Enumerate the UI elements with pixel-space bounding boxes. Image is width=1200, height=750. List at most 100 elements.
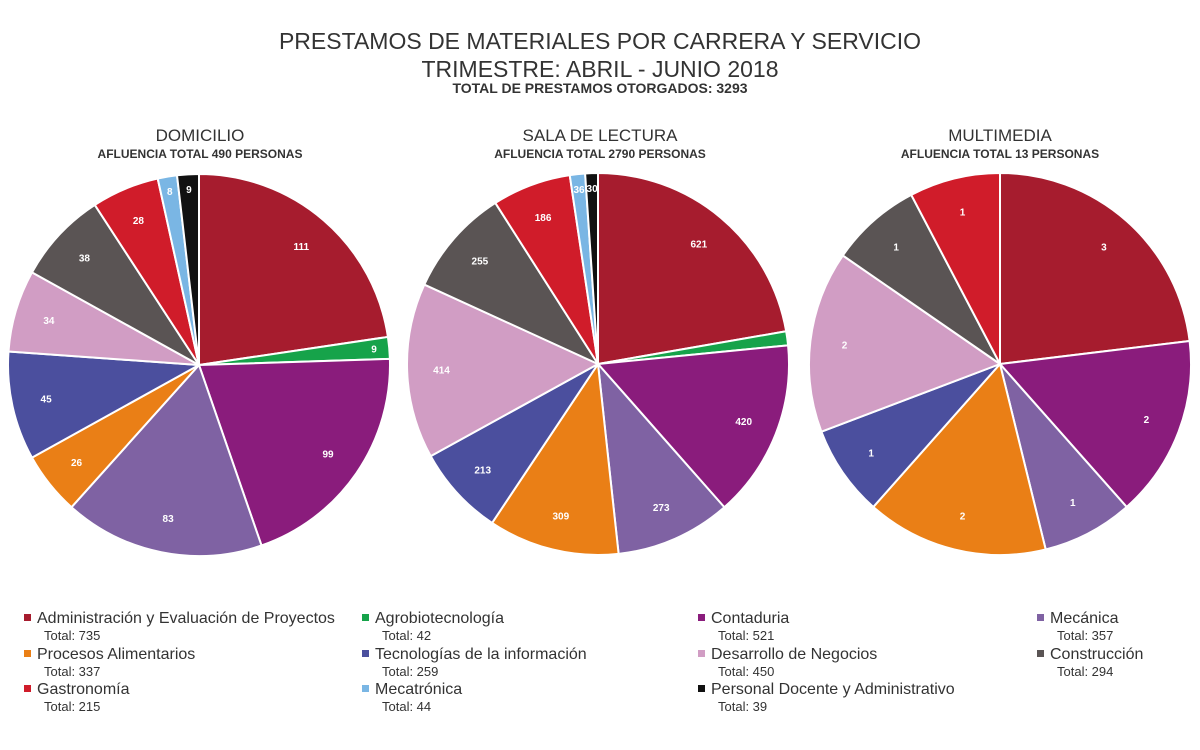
chart-main-title: PRESTAMOS DE MATERIALES POR CARRERA Y SE… bbox=[278, 28, 922, 54]
legend-total: Total: 337 bbox=[44, 664, 101, 679]
pie-slice-multimedia-contaduria bbox=[999, 339, 1192, 508]
legend-swatch bbox=[698, 614, 705, 621]
legend-item-contaduria: Contaduria Total: 521 bbox=[698, 610, 790, 643]
legend-label: Procesos Alimentarios bbox=[37, 646, 196, 663]
pie-title-multimedia: MULTIMEDIA bbox=[948, 126, 1052, 145]
pie-slice-multimedia-gastronomia bbox=[910, 172, 1001, 365]
pie-label-multimedia-administracion-y-evaluacion-de-proyectos: 3 bbox=[1101, 242, 1107, 253]
pie-label-sala-de-lectura-contaduria: 420 bbox=[735, 417, 752, 428]
legend-label: Construcción bbox=[1050, 646, 1144, 663]
legend-swatch bbox=[1037, 614, 1044, 621]
legend-item-agrobiotecnologia: Agrobiotecnología Total: 42 bbox=[362, 610, 504, 643]
legend-item-mecatronica: Mecatrónica Total: 44 bbox=[362, 681, 463, 714]
pie-label-domicilio-mecanica: 83 bbox=[163, 514, 175, 525]
pie-label-sala-de-lectura-personal-docente-y-administrativo: 30 bbox=[587, 184, 599, 195]
pie-label-domicilio-administracion-y-evaluacion-de-proyectos: 111 bbox=[294, 242, 310, 253]
legend-total: Total: 357 bbox=[1057, 628, 1114, 643]
pie-title-domicilio: DOMICILIO bbox=[155, 126, 245, 145]
pie-slice-sala-de-lectura-administracion-y-evaluacion-de-proyectos bbox=[597, 172, 788, 365]
pie-slice-multimedia-tecnologias-de-la-informacion bbox=[820, 363, 1001, 508]
pie-label-sala-de-lectura-procesos-alimentarios: 309 bbox=[552, 512, 569, 523]
pie-slice-sala-de-lectura-construccion bbox=[423, 201, 599, 365]
pie-label-domicilio-contaduria: 99 bbox=[322, 449, 334, 460]
pie-label-sala-de-lectura-administracion-y-evaluacion-de-proyectos: 621 bbox=[690, 240, 707, 251]
pie-label-multimedia-procesos-alimentarios: 2 bbox=[960, 512, 966, 523]
pie-label-domicilio-tecnologias-de-la-informacion: 45 bbox=[41, 394, 53, 405]
pie-label-domicilio-personal-docente-y-administrativo: 9 bbox=[186, 185, 192, 196]
pie-slice-multimedia-construccion bbox=[841, 193, 1001, 365]
pie-label-sala-de-lectura-mecanica: 273 bbox=[653, 503, 670, 514]
legend-item-tecnologias-de-la-informacion: Tecnologías de la información Total: 259 bbox=[362, 646, 587, 679]
legend-swatch bbox=[362, 650, 369, 657]
legend-label: Mecánica bbox=[1050, 610, 1119, 627]
pie-label-sala-de-lectura-mecatronica: 36 bbox=[573, 185, 585, 196]
pie-slice-sala-de-lectura-procesos-alimentarios bbox=[491, 363, 620, 556]
pie-slice-sala-de-lectura-mecanica bbox=[597, 363, 726, 555]
pie-subtitle-domicilio: AFLUENCIA TOTAL 490 PERSONAS bbox=[97, 147, 303, 161]
pie-label-sala-de-lectura-tecnologias-de-la-informacion: 213 bbox=[474, 466, 491, 477]
legend-total: Total: 39 bbox=[718, 699, 768, 714]
pie-label-multimedia-gastronomia: 1 bbox=[960, 207, 966, 218]
legend-label: Agrobiotecnología bbox=[375, 610, 504, 627]
legend-swatch bbox=[24, 650, 31, 657]
legend-total: Total: 44 bbox=[382, 699, 432, 714]
legend-total: Total: 521 bbox=[718, 628, 775, 643]
pie-slice-multimedia-mecanica bbox=[999, 363, 1128, 551]
legend-swatch bbox=[362, 685, 369, 692]
pie-label-domicilio-gastronomia: 28 bbox=[133, 216, 145, 227]
legend-label: Mecatrónica bbox=[375, 681, 463, 698]
legend-total: Total: 735 bbox=[44, 628, 101, 643]
chart-total-title: TOTAL DE PRESTAMOS OTORGADOS: 3293 bbox=[452, 80, 748, 96]
pie-slice-domicilio-construccion bbox=[30, 203, 200, 366]
legend-item-mecanica: Mecánica Total: 357 bbox=[1037, 610, 1119, 643]
pie-label-sala-de-lectura-gastronomia: 186 bbox=[535, 213, 552, 224]
legend-label: Gastronomía bbox=[37, 681, 130, 698]
legend-label: Contaduria bbox=[711, 610, 790, 627]
legend-label: Tecnologías de la información bbox=[375, 646, 587, 663]
pie-slice-domicilio-tecnologias-de-la-informacion bbox=[7, 350, 200, 459]
legend-item-procesos-alimentarios: Procesos Alimentarios Total: 337 bbox=[24, 646, 196, 679]
legend-swatch bbox=[24, 685, 31, 692]
pie-label-multimedia-mecanica: 1 bbox=[1070, 498, 1076, 509]
legend-label: Desarrollo de Negocios bbox=[711, 646, 878, 663]
pie-label-multimedia-desarrollo-de-negocios: 2 bbox=[842, 341, 848, 352]
pie-slice-domicilio-mecanica bbox=[70, 364, 263, 557]
legend-item-administracion-y-evaluacion-de-proyectos: Administración y Evaluación de Proyectos… bbox=[24, 610, 335, 643]
pie-slice-multimedia-desarrollo-de-negocios bbox=[808, 254, 1001, 433]
pie-slice-domicilio-contaduria bbox=[198, 357, 391, 547]
chart-period-title: TRIMESTRE: ABRIL - JUNIO 2018 bbox=[421, 56, 779, 82]
pie-slice-sala-de-lectura-desarrollo-de-negocios bbox=[406, 283, 599, 458]
pie-slice-domicilio-personal-docente-y-administrativo bbox=[176, 173, 200, 366]
legend-item-construccion: Construcción Total: 294 bbox=[1037, 646, 1144, 679]
pie-slice-multimedia-procesos-alimentarios bbox=[872, 363, 1047, 556]
pie-label-sala-de-lectura-construccion: 255 bbox=[472, 257, 489, 268]
legend-item-gastronomia: Gastronomía Total: 215 bbox=[24, 681, 130, 714]
legend-label: Personal Docente y Administrativo bbox=[711, 681, 955, 698]
pie-label-sala-de-lectura-desarrollo-de-negocios: 414 bbox=[433, 365, 450, 376]
legend-total: Total: 42 bbox=[382, 628, 432, 643]
legend-total: Total: 215 bbox=[44, 699, 101, 714]
pie-label-domicilio-desarrollo-de-negocios: 34 bbox=[43, 316, 55, 327]
legend-item-desarrollo-de-negocios: Desarrollo de Negocios Total: 450 bbox=[698, 646, 878, 679]
pie-label-multimedia-construccion: 1 bbox=[893, 242, 899, 253]
pie-label-domicilio-procesos-alimentarios: 26 bbox=[71, 458, 83, 469]
legend-swatch bbox=[24, 614, 31, 621]
pie-title-sala-de-lectura: SALA DE LECTURA bbox=[522, 126, 678, 145]
pie-subtitle-multimedia: AFLUENCIA TOTAL 13 PERSONAS bbox=[900, 147, 1100, 161]
legend-swatch bbox=[1037, 650, 1044, 657]
pie-label-domicilio-mecatronica: 8 bbox=[167, 187, 173, 198]
legend-total: Total: 294 bbox=[1057, 664, 1114, 679]
legend-swatch bbox=[698, 685, 705, 692]
legend-total: Total: 259 bbox=[382, 664, 439, 679]
legend-total: Total: 450 bbox=[718, 664, 775, 679]
pie-slice-sala-de-lectura-contaduria bbox=[597, 344, 790, 509]
pie-label-multimedia-contaduria: 2 bbox=[1144, 415, 1150, 426]
legend-swatch bbox=[698, 650, 705, 657]
pie-label-domicilio-construccion: 38 bbox=[79, 254, 91, 265]
legend-item-personal-docente-y-administrativo: Personal Docente y Administrativo Total: … bbox=[698, 681, 955, 714]
pie-slice-multimedia-administracion-y-evaluacion-de-proyectos bbox=[999, 172, 1191, 365]
pie-label-multimedia-tecnologias-de-la-informacion: 1 bbox=[868, 449, 874, 460]
pie-slice-domicilio-administracion-y-evaluacion-de-proyectos bbox=[198, 173, 389, 366]
pie-slice-sala-de-lectura-personal-docente-y-administrativo bbox=[584, 172, 599, 365]
